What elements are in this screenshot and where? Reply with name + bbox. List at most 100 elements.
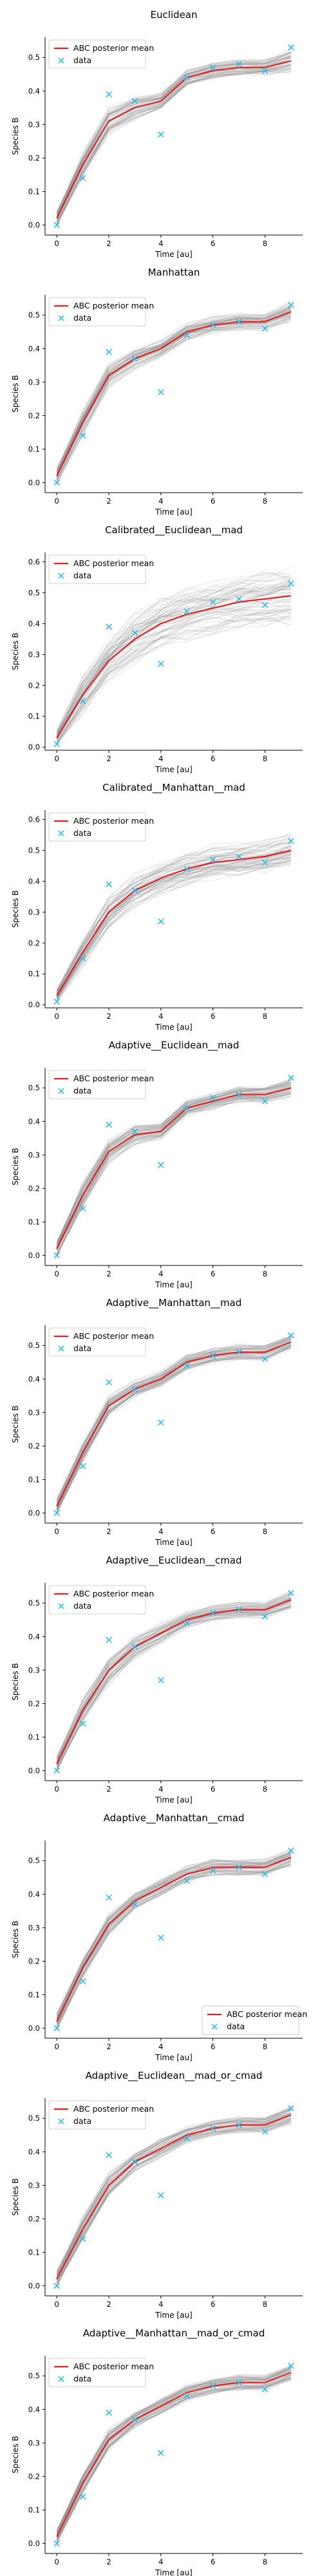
posterior-sample-line (56, 2108, 291, 2272)
posterior-sample-line (56, 1345, 291, 1511)
posterior-sample-line (56, 835, 292, 992)
posterior-sample-line (56, 65, 291, 223)
data-point (79, 697, 86, 704)
posterior-sample-line (56, 2365, 292, 2535)
posterior-mean-line (56, 2114, 292, 2280)
posterior-sample-line (56, 597, 291, 737)
posterior-sample-line (56, 1339, 291, 1502)
posterior-sample-line (56, 64, 291, 223)
posterior-sample-line (56, 304, 292, 471)
y-tick-label: 0.4 (28, 86, 40, 95)
posterior-sample-line (56, 594, 291, 739)
posterior-sample-line (56, 1592, 292, 1759)
y-axis-label: Species B (11, 375, 20, 412)
data-point (106, 623, 112, 630)
posterior-sample-line (56, 2368, 291, 2533)
posterior-sample-line (56, 1348, 291, 1510)
chart-title: Adaptive__Manhattan__mad_or_cmad (83, 2327, 265, 2340)
posterior-sample-line (56, 317, 291, 480)
posterior-sample-line (56, 1344, 292, 1511)
posterior-sample-line (56, 2108, 292, 2273)
posterior-sample-line (56, 1596, 291, 1763)
posterior-sample-line (56, 2374, 292, 2540)
posterior-sample-line (56, 2108, 291, 2277)
y-tick-label: 0.1 (28, 712, 40, 721)
posterior-sample-line (56, 1599, 292, 1765)
posterior-sample-line (56, 2373, 291, 2541)
y-tick-label: 0.1 (28, 444, 40, 453)
data-point (209, 64, 216, 71)
plot-area (53, 1332, 294, 1517)
data-point (53, 2025, 60, 2032)
posterior-sample-line (56, 2379, 291, 2541)
data-point (158, 1419, 164, 1426)
posterior-sample-line (56, 316, 291, 482)
posterior-samples (56, 2105, 292, 2287)
y-tick-label: 0.4 (28, 619, 40, 628)
posterior-sample-line (56, 1097, 291, 1257)
posterior-sample-line (56, 573, 291, 731)
posterior-sample-line (56, 2117, 291, 2282)
posterior-sample-line (56, 1345, 292, 1512)
posterior-sample-line (56, 71, 291, 227)
posterior-sample-line (56, 862, 291, 1003)
posterior-sample-line (56, 2120, 291, 2287)
posterior-sample-line (56, 2370, 291, 2533)
posterior-sample-line (56, 1347, 291, 1513)
y-tick-label: 0.1 (28, 969, 40, 978)
data-point (184, 1877, 190, 1884)
posterior-sample-line (56, 1853, 291, 2018)
y-axis-label: Species B (11, 1148, 20, 1185)
chart-title: Calibrated__Manhattan__mad (102, 782, 245, 794)
data-point (158, 131, 164, 138)
posterior-sample-line (56, 1341, 291, 1505)
posterior-sample-line (56, 1345, 292, 1514)
posterior-sample-line (56, 2367, 292, 2532)
data-markers (53, 44, 294, 229)
data-point (158, 389, 164, 395)
posterior-sample-line (56, 835, 291, 991)
posterior-sample-line (56, 1347, 292, 1513)
y-tick-label: 0.2 (28, 1956, 40, 1965)
data-point (79, 175, 86, 182)
posterior-sample-line (56, 2367, 292, 2530)
data-point (79, 1720, 86, 1727)
posterior-sample-line (56, 1085, 291, 1244)
legend-data-label: data (73, 1086, 91, 1095)
legend: ABC posterior mean data (48, 1327, 154, 1357)
posterior-sample-line (56, 2122, 291, 2283)
data-point (106, 348, 112, 355)
posterior-sample-line (56, 1853, 291, 2014)
posterior-sample-line (56, 1337, 291, 1504)
plot-area (53, 1589, 294, 1774)
posterior-sample-line (56, 2112, 291, 2277)
posterior-sample-line (56, 2377, 291, 2542)
posterior-sample-line (56, 1086, 291, 1246)
x-tick-label: 4 (158, 1785, 163, 1794)
posterior-sample-line (56, 1601, 291, 1765)
posterior-sample-line (56, 1851, 291, 2014)
posterior-sample-line (56, 2113, 291, 2278)
legend-box (48, 1585, 146, 1615)
x-tick-label: 0 (55, 1785, 59, 1794)
y-tick-label: 0.1 (28, 1475, 40, 1484)
data-point (261, 1098, 269, 1104)
posterior-sample-line (56, 2123, 291, 2287)
x-tick-label: 6 (211, 2300, 215, 2309)
chart-title: Adaptive__Euclidean__cmad (106, 1555, 242, 1567)
x-tick-label: 0 (55, 2557, 59, 2566)
legend-mean-label: ABC posterior mean (73, 301, 154, 310)
legend: ABC posterior mean data (48, 2358, 154, 2387)
legend-mean-label: ABC posterior mean (227, 2009, 307, 2019)
posterior-sample-line (56, 856, 291, 998)
posterior-sample-line (56, 2369, 291, 2534)
legend-data-swatch (58, 830, 64, 837)
posterior-sample-line (56, 1593, 291, 1760)
posterior-sample-line (56, 2112, 291, 2277)
posterior-sample-line (56, 1607, 291, 1770)
y-tick-label: 0.2 (28, 681, 40, 690)
posterior-sample-line (56, 1596, 291, 1760)
posterior-sample-line (56, 1094, 291, 1251)
data-point (288, 838, 294, 844)
